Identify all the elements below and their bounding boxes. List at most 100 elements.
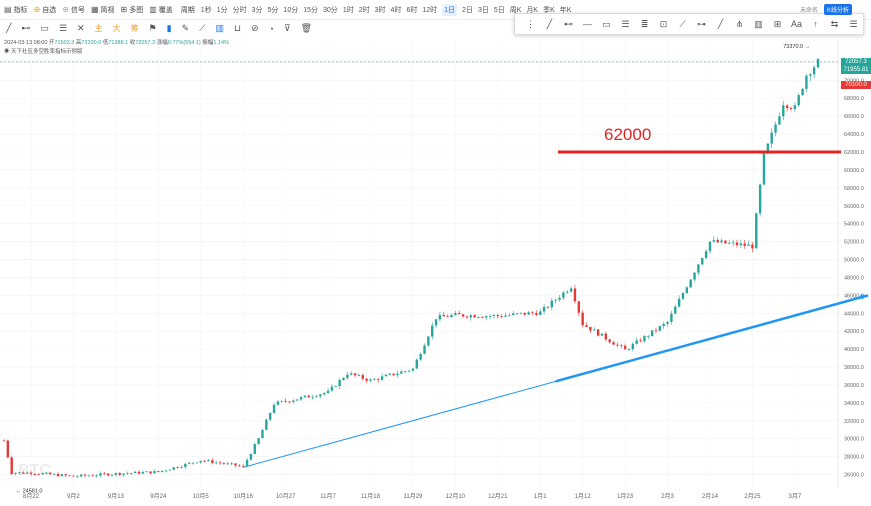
arrow-up-icon[interactable]: ↑ <box>813 19 818 29</box>
trend-line-icon[interactable]: ╱ <box>546 18 553 29</box>
text-icon[interactable]: Aa <box>790 19 802 29</box>
candle <box>95 475 98 477</box>
overlay-toggle-2[interactable]: 筹 <box>130 24 139 33</box>
candle <box>631 343 635 350</box>
y-tick-label: 38000.0 <box>844 365 864 371</box>
timeframe-4[interactable]: 5分 <box>267 6 279 14</box>
indicator-legend[interactable]: ◉ 天下社区多空胜率指标示例版 <box>4 47 83 55</box>
x-tick-label: 12月21 <box>488 493 508 500</box>
timeframe-19[interactable]: 月K <box>526 6 539 14</box>
candle <box>569 288 573 292</box>
candle <box>708 241 712 252</box>
toolbar-item-1[interactable]: ⊕ 自选 <box>34 5 57 15</box>
timeframe-9[interactable]: 2时 <box>358 6 370 14</box>
timeframe-13[interactable]: 12时 <box>422 6 438 14</box>
candle <box>450 314 453 318</box>
magnet-icon[interactable]: ◔ <box>268 23 274 34</box>
overlay-toggle-0[interactable]: 主 <box>94 24 103 33</box>
overlay-toggle-1[interactable]: 大 <box>112 24 121 33</box>
hray-icon[interactable]: ⊶ <box>697 18 706 29</box>
toolbar-item-4[interactable]: ⊞ 多图 <box>121 5 144 15</box>
candle <box>639 340 642 342</box>
box-icon[interactable]: ⊡ <box>659 18 668 29</box>
x-tick-label: 9月13 <box>108 493 125 500</box>
candle <box>531 312 534 314</box>
measure-icon[interactable]: ⟋ <box>199 23 206 33</box>
chart-icon[interactable]: ▥ <box>215 23 224 33</box>
timeframe-14[interactable]: 1日 <box>442 3 458 16</box>
candle <box>404 371 407 372</box>
timeframe-16[interactable]: 3日 <box>477 6 489 14</box>
flag-icon[interactable]: ⚑ <box>148 23 157 33</box>
trash-icon[interactable]: 🗑 <box>300 23 313 33</box>
candle <box>604 333 608 340</box>
list-icon[interactable]: ☰ <box>621 18 630 29</box>
candle <box>674 306 677 314</box>
bookmark-icon[interactable]: ▮ <box>166 23 172 33</box>
candle <box>411 368 415 371</box>
y-tick-label: 46000.0 <box>844 293 864 299</box>
timeframe-8[interactable]: 1时 <box>342 6 354 14</box>
toolbar-item-6[interactable]: 周期 <box>179 5 195 15</box>
timeframe-15[interactable]: 2日 <box>462 6 473 14</box>
candle <box>33 474 37 475</box>
timeframe-18[interactable]: 周K <box>509 6 522 14</box>
toolbar-item-0[interactable]: ▤ 指标 <box>4 5 28 15</box>
gann-icon[interactable]: ⊞ <box>773 18 782 29</box>
timeframe-20[interactable]: 季K <box>543 6 555 14</box>
candle <box>353 373 357 376</box>
fib-icon[interactable]: ≣ <box>640 18 649 29</box>
y-tick-label: 28000.0 <box>844 455 864 461</box>
timeframe-12[interactable]: 6时 <box>406 6 418 14</box>
timeframe-21[interactable]: 年K <box>559 6 572 14</box>
link-icon[interactable]: ⊘ <box>251 23 259 33</box>
channel-icon[interactable]: ╱ <box>717 18 724 29</box>
settings-icon[interactable]: ☰ <box>849 18 858 29</box>
lock-icon[interactable]: ⊔ <box>233 23 241 33</box>
candle <box>712 240 716 242</box>
toolbar-item-3[interactable]: ▦ 简视 <box>91 5 115 15</box>
price-range-icon[interactable]: ⇆ <box>830 18 839 29</box>
eye-icon[interactable]: ◉ <box>4 49 10 55</box>
rect-icon[interactable]: ▭ <box>40 23 49 33</box>
timeframe-11[interactable]: 4时 <box>390 6 402 14</box>
segment-icon[interactable]: ⊷ <box>21 23 31 33</box>
filter-icon[interactable]: ⊽ <box>283 23 291 33</box>
candle <box>716 240 719 243</box>
layout-name[interactable]: 未命名 <box>800 8 819 14</box>
pencil-icon[interactable]: ╱ <box>6 23 12 33</box>
bars-icon[interactable]: ▥ <box>754 18 763 29</box>
drag-handle-icon[interactable]: ⋮ <box>526 18 535 29</box>
candle <box>380 376 384 380</box>
timeframe-6[interactable]: 15分 <box>303 6 319 14</box>
candle <box>701 258 704 265</box>
timeframe-1[interactable]: 1分 <box>216 6 228 14</box>
ray-icon[interactable]: ⊷ <box>564 18 573 29</box>
fork-icon[interactable]: ⋔ <box>735 18 744 29</box>
rect-tool-icon[interactable]: ▭ <box>602 18 611 29</box>
timeframe-5[interactable]: 10分 <box>283 6 299 14</box>
timeframe-2[interactable]: 分时 <box>232 6 247 14</box>
kline-analysis-button[interactable]: K线分析 <box>824 4 853 15</box>
menu-icon[interactable]: ☰ <box>58 23 68 33</box>
timeframe-0[interactable]: 1秒 <box>200 6 212 14</box>
x-tick-label: 1月1 <box>534 493 547 500</box>
candle <box>677 298 681 307</box>
brush-icon[interactable]: ✎ <box>181 23 190 33</box>
timeframe-7[interactable]: 30分 <box>323 6 338 14</box>
hline-icon[interactable]: — <box>583 19 592 29</box>
timeframe-3[interactable]: 3分 <box>251 6 263 14</box>
price-tag-1: 71955.81 <box>841 65 871 74</box>
toolbar-item-2[interactable]: ⊕ 信号 <box>62 5 85 15</box>
timeframe-10[interactable]: 3时 <box>374 6 386 14</box>
y-tick-label: 32000.0 <box>844 419 864 425</box>
timeframe-17[interactable]: 5日 <box>493 6 505 14</box>
y-tick-label: 58000.0 <box>844 186 864 192</box>
x-tick-label: 3月7 <box>789 493 802 500</box>
close-icon[interactable]: ✕ <box>77 23 85 33</box>
candle <box>276 401 280 405</box>
toolbar-item-5[interactable]: ▥ 覆盖 <box>149 5 173 15</box>
candle <box>230 463 233 465</box>
pen-tool-icon[interactable]: ⟋ <box>679 18 686 29</box>
